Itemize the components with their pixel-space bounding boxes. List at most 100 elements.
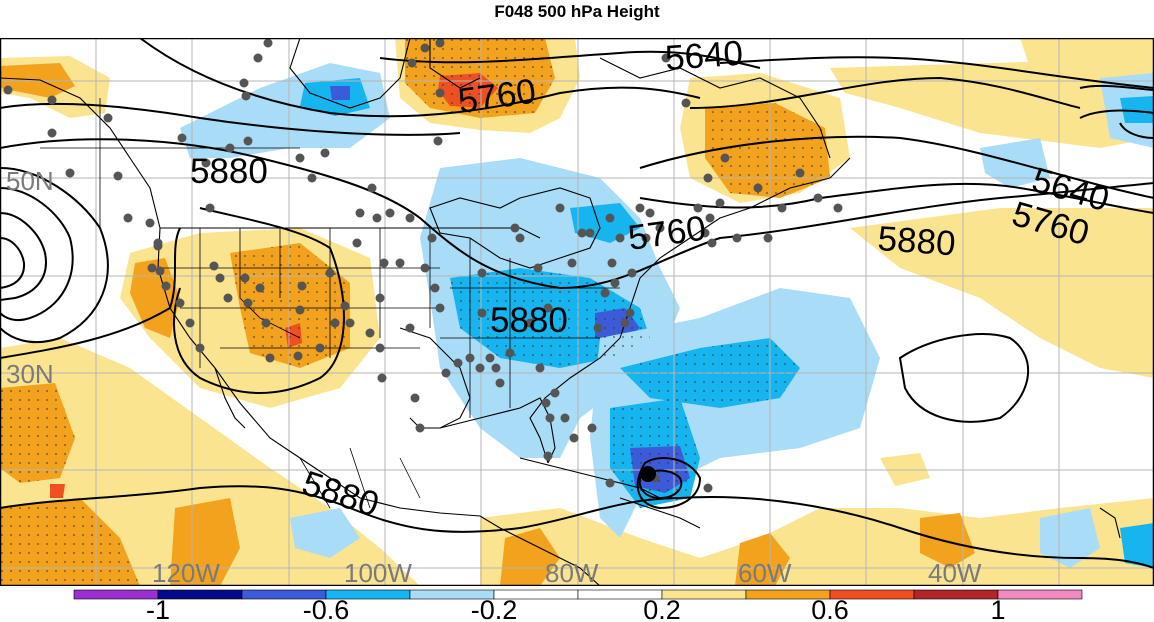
contour-label: 5880 [490, 301, 568, 340]
station-marker [477, 308, 487, 318]
station-marker [253, 53, 263, 63]
station-marker [177, 133, 187, 143]
contour-label: 5640 [664, 38, 744, 78]
station-marker [635, 203, 645, 213]
lon-label-60w: 60W [738, 558, 792, 586]
colorbar-label: 0.2 [643, 595, 681, 622]
station-marker [661, 53, 671, 63]
station-marker [330, 318, 340, 328]
colorbar-label: 1 [990, 595, 1005, 622]
station-marker [610, 278, 620, 288]
station-marker [415, 423, 425, 433]
station-marker [355, 208, 365, 218]
graticule [0, 38, 1154, 586]
station-marker [645, 208, 655, 218]
station-marker [325, 268, 335, 278]
station-marker [715, 198, 725, 208]
station-marker [813, 193, 823, 203]
station-marker [293, 351, 303, 361]
station-marker [147, 263, 157, 273]
station-marker [587, 423, 597, 433]
station-marker [153, 241, 163, 251]
station-marker [185, 318, 195, 328]
station-marker [465, 353, 475, 363]
station-marker [535, 363, 545, 373]
station-marker [155, 266, 165, 276]
station-marker [545, 413, 555, 423]
station-marker [515, 233, 525, 243]
station-marker [475, 363, 485, 373]
station-marker [410, 393, 420, 403]
station-marker [372, 213, 382, 223]
station-marker [627, 268, 637, 278]
station-marker [707, 238, 717, 248]
station-marker [345, 318, 355, 328]
station-marker [375, 293, 385, 303]
station-marker [255, 283, 265, 293]
station-marker [209, 261, 219, 271]
station-marker [593, 323, 603, 333]
station-marker [263, 38, 273, 48]
weather-map: 50N 30N 120W 100W 80W 60W 40W 5640 5760 … [0, 38, 1154, 586]
station-marker [367, 183, 377, 193]
station-marker [435, 38, 445, 48]
station-marker [693, 203, 703, 213]
station-marker [435, 88, 445, 98]
contour-label: 5880 [876, 219, 956, 263]
station-marker [567, 258, 577, 268]
station-marker [485, 353, 495, 363]
station-marker [705, 213, 715, 223]
station-marker [655, 223, 665, 233]
station-marker [295, 153, 305, 163]
station-marker [215, 273, 225, 283]
station-marker [427, 233, 437, 243]
station-marker [352, 238, 362, 248]
station-marker [239, 78, 249, 88]
station-marker [753, 183, 763, 193]
station-marker [430, 283, 440, 293]
station-marker [615, 233, 625, 243]
station-marker [477, 268, 487, 278]
station-marker [47, 95, 57, 105]
station-marker [243, 136, 253, 146]
station-marker [307, 173, 317, 183]
station-marker [145, 218, 155, 228]
station-marker [225, 143, 235, 153]
station-marker [491, 363, 501, 373]
station-marker [395, 258, 405, 268]
contour-label: 5880 [190, 152, 268, 191]
station-marker [379, 258, 389, 268]
station-marker [795, 168, 805, 178]
station-marker [385, 208, 395, 218]
station-marker [453, 358, 463, 368]
station-marker [377, 373, 387, 383]
station-marker [65, 168, 75, 178]
station-marker [407, 58, 417, 68]
station-marker [620, 318, 630, 328]
station-marker [543, 303, 553, 313]
station-marker [720, 153, 730, 163]
colorbar-label: -1 [146, 595, 170, 622]
station-marker [315, 343, 325, 353]
station-marker [555, 203, 565, 213]
station-marker [505, 348, 515, 358]
station-marker [3, 85, 13, 95]
state-borders [40, 98, 620, 509]
station-marker [123, 213, 133, 223]
station-marker [205, 203, 215, 213]
station-marker [560, 413, 570, 423]
station-marker [541, 398, 551, 408]
colorbar-swatch [913, 589, 999, 600]
height-contours [0, 38, 1154, 569]
station-markers [3, 38, 843, 493]
map-title: F048 500 hPa Height [494, 2, 660, 21]
station-marker [703, 173, 713, 183]
colorbar: -1 -0.6 -0.2 0.2 0.6 1 [0, 588, 1154, 622]
station-marker [641, 233, 651, 243]
colorbar-label: 0.6 [811, 595, 849, 622]
station-marker [297, 281, 307, 291]
station-marker [533, 263, 543, 273]
colorbar-swatches [73, 589, 1083, 600]
storm-center-marker [640, 466, 656, 482]
station-marker [103, 113, 113, 123]
